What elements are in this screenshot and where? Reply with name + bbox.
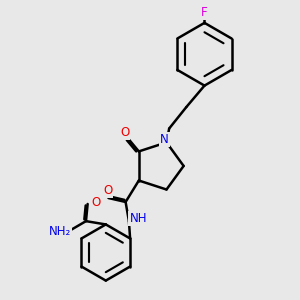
Text: NH: NH [129,212,147,225]
Text: NH₂: NH₂ [49,224,71,238]
Text: O: O [91,196,100,209]
Text: O: O [103,184,112,197]
Text: O: O [120,126,129,139]
Text: F: F [201,6,208,20]
Text: N: N [160,133,169,146]
